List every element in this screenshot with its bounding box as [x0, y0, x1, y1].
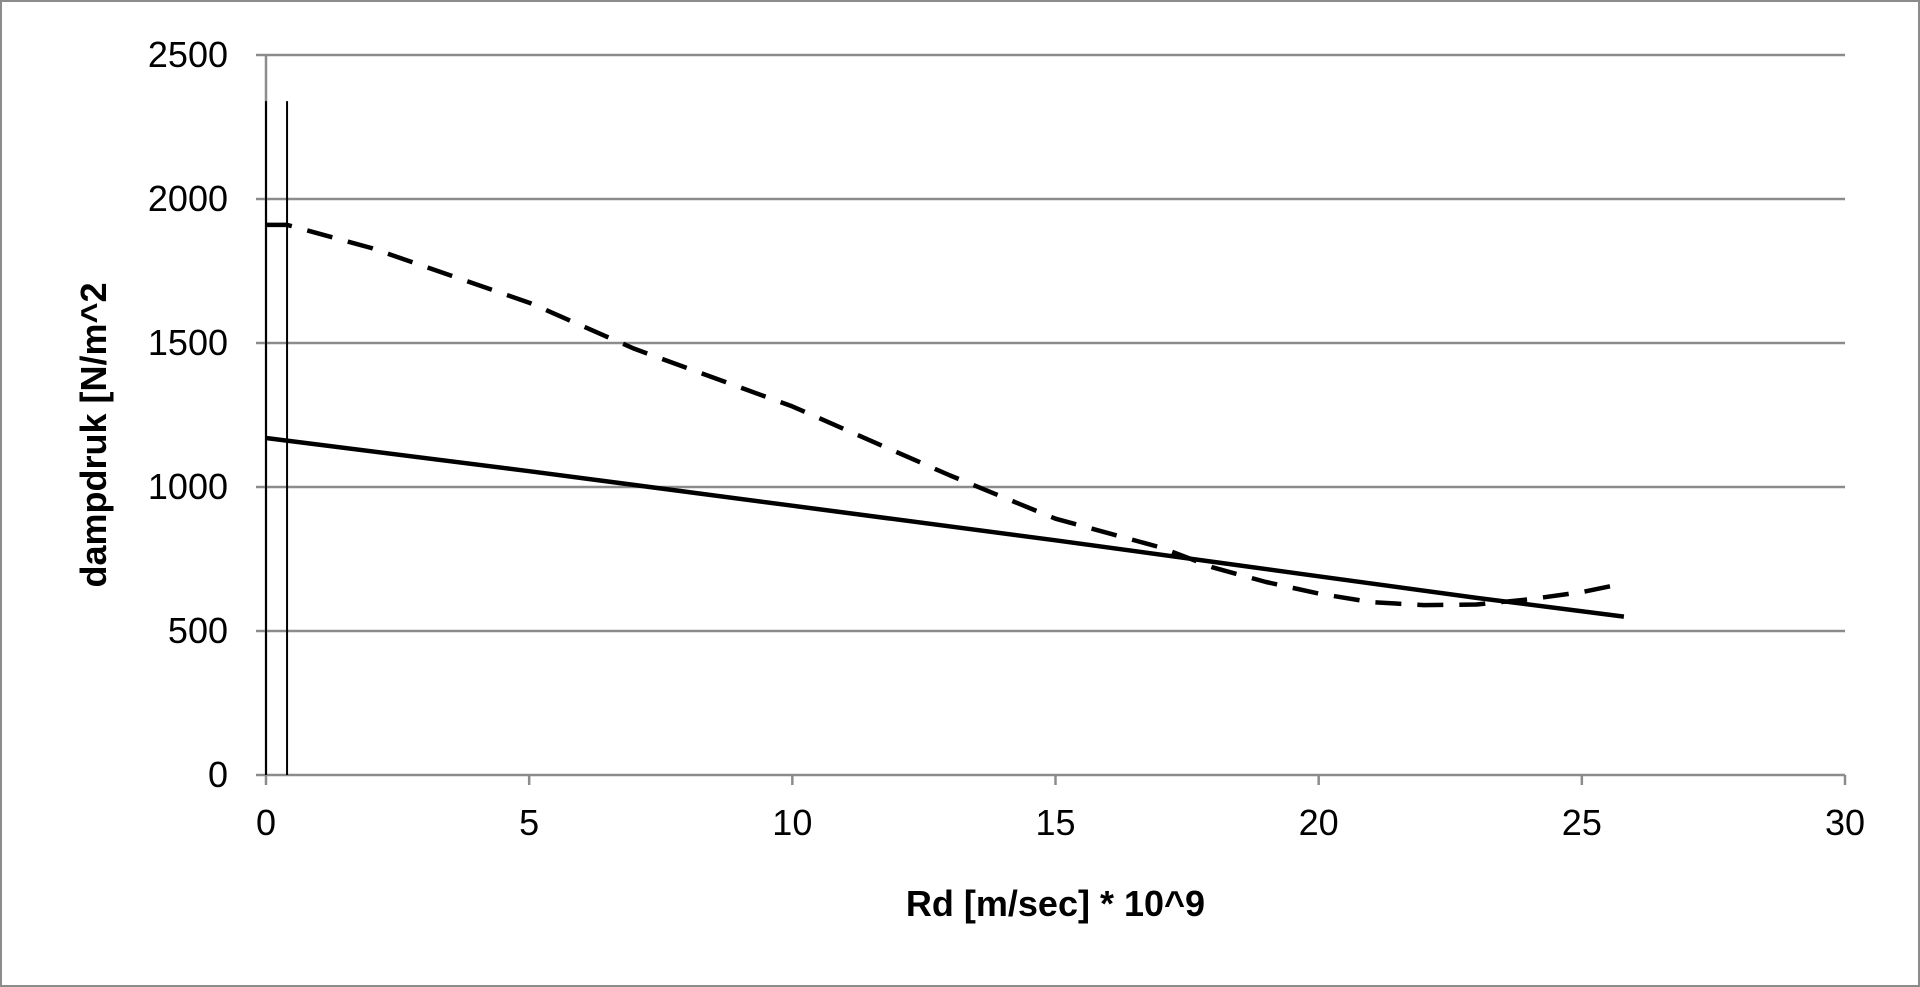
x-tick-label-10: 10: [772, 802, 812, 843]
x-tick-label-30: 30: [1825, 802, 1865, 843]
y-tick-labels: 0 500 1000 1500 2000 2500: [148, 34, 228, 795]
y-tick-label-1500: 1500: [148, 322, 228, 363]
series-lines: [265, 222, 1625, 619]
y-axis-title: dampdruk [N/m^2: [73, 282, 114, 587]
x-tick-label-20: 20: [1299, 802, 1339, 843]
y-tick-label-500: 500: [168, 610, 228, 651]
axes: [256, 53, 1847, 785]
series-solid-line: [265, 435, 1625, 619]
x-tick-label-5: 5: [519, 802, 539, 843]
x-tick-label-25: 25: [1562, 802, 1602, 843]
y-tick-label-0: 0: [208, 754, 228, 795]
y-tick-label-2500: 2500: [148, 34, 228, 75]
y-tick-label-1000: 1000: [148, 466, 228, 507]
x-tick-label-15: 15: [1035, 802, 1075, 843]
x-axis-title: Rd [m/sec] * 10^9: [906, 883, 1205, 924]
grid-lines: [266, 53, 1845, 633]
x-tick-labels: 0 5 10 15 20 25 30: [256, 802, 1865, 843]
y-tick-label-2000: 2000: [148, 178, 228, 219]
x-tick-label-0: 0: [256, 802, 276, 843]
series-dashed-line: [266, 222, 1625, 608]
